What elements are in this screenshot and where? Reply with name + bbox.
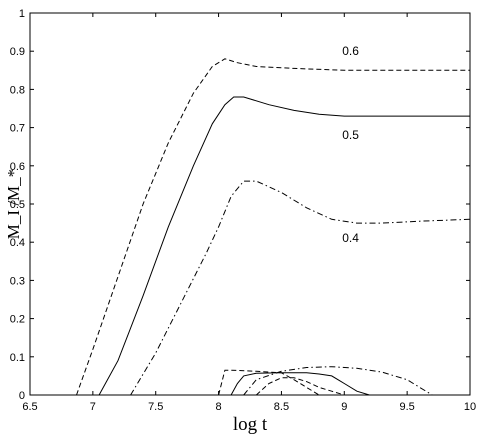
series-group bbox=[76, 58, 471, 396]
series-line-6 bbox=[243, 366, 433, 396]
series-line-5 bbox=[230, 372, 370, 396]
y-tick-label: 0.6 bbox=[10, 161, 25, 173]
x-tick-label: 9 bbox=[341, 401, 347, 413]
x-tick-label: 6.5 bbox=[22, 401, 37, 413]
plot-frame bbox=[29, 12, 471, 396]
y-tick-label: 0.5 bbox=[10, 199, 25, 211]
x-tick-label: 8 bbox=[216, 401, 222, 413]
series-line-2 bbox=[98, 96, 470, 396]
x-tick-label: 7 bbox=[90, 401, 96, 413]
x-tick-label: 9.5 bbox=[399, 401, 414, 413]
curve-label: 0.6 bbox=[342, 44, 359, 58]
y-tick-label: 0.8 bbox=[10, 84, 25, 96]
curve-label: 0.5 bbox=[342, 128, 359, 142]
series-line-3 bbox=[130, 180, 471, 396]
y-tick-label: 0.4 bbox=[10, 237, 25, 249]
y-tick-label: 0.2 bbox=[10, 314, 25, 326]
y-tick-label: 0.7 bbox=[10, 123, 25, 135]
x-tick-label: 10 bbox=[464, 401, 476, 413]
x-tick-label: 7.5 bbox=[148, 401, 163, 413]
x-tick-label: 8.5 bbox=[274, 401, 289, 413]
y-axis-title: M_I /M_* bbox=[4, 169, 23, 239]
curve-labels: 0.6 0.5 0.4 bbox=[342, 44, 359, 245]
y-tick-label: 0 bbox=[19, 390, 25, 402]
series-line-4 bbox=[218, 369, 345, 396]
y-tick-label: 0.3 bbox=[10, 275, 25, 287]
y-tick-label: 0.9 bbox=[10, 46, 25, 58]
curve-label: 0.4 bbox=[342, 231, 359, 245]
series-line-1 bbox=[76, 58, 470, 396]
x-axis-title: log t bbox=[233, 414, 268, 435]
axis-ticks: 6.5 7 7.5 8 8.5 9 9.5 10 0 0.1 0.2 0.3 0.4 0.5 0.6 0.7 0… bbox=[10, 8, 476, 413]
y-tick-label: 0.1 bbox=[10, 352, 25, 364]
y-tick-label: 1 bbox=[19, 8, 25, 20]
series-line-7 bbox=[255, 377, 345, 396]
